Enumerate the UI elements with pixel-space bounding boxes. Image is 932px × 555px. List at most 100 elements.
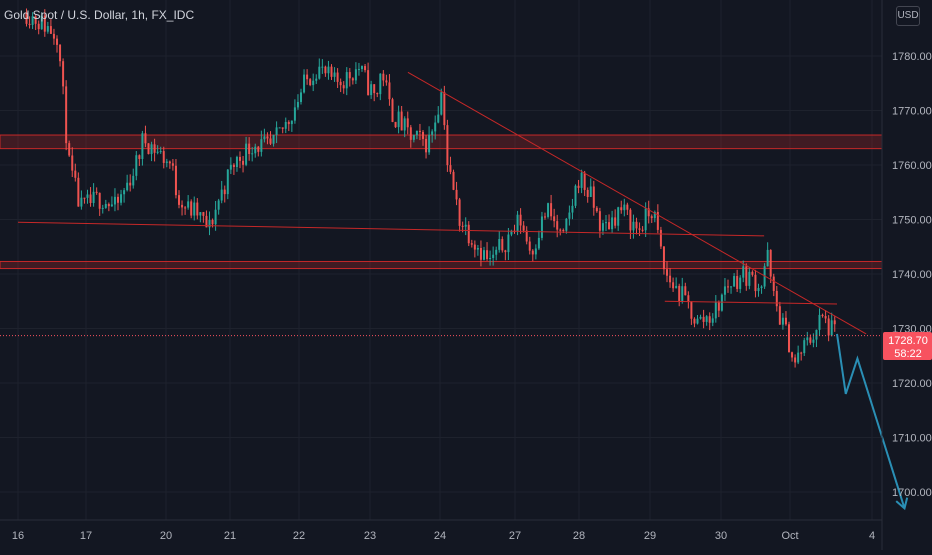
candle-body (25, 12, 28, 24)
legend-separator: , (144, 8, 152, 22)
candle-body (101, 207, 104, 209)
candle-body (647, 208, 650, 217)
candle-body (406, 118, 409, 128)
candle-body (348, 72, 351, 79)
candle-body (235, 156, 238, 168)
candle-body (440, 92, 443, 115)
symbol-name: Gold Spot / U.S. Dollar (4, 8, 125, 22)
candle-body (43, 15, 46, 32)
candle-body (483, 250, 485, 260)
time-tick-label: 21 (224, 530, 236, 542)
candle-body (745, 266, 748, 286)
support-resistance-zone[interactable] (0, 134, 883, 150)
candle-body (412, 135, 415, 140)
candle-body (296, 101, 299, 108)
time-tick-label: 22 (293, 530, 305, 542)
candle-body (49, 26, 52, 34)
projection-path[interactable] (836, 333, 906, 509)
candle-body (31, 16, 34, 25)
candle-body (519, 214, 522, 226)
candle-body (797, 352, 800, 363)
candle-body (168, 161, 171, 164)
candle-body (672, 282, 675, 289)
candle-body (278, 127, 281, 129)
candle-body (248, 143, 251, 155)
candle-body (629, 209, 632, 231)
candle-body (126, 182, 129, 191)
time-tick-label: 29 (644, 530, 656, 542)
candle-body (461, 225, 464, 227)
candle-body (821, 314, 824, 317)
candle-body (580, 172, 583, 188)
candle-body (620, 207, 623, 211)
candle-body (400, 111, 403, 131)
price-axis[interactable]: 1780.001770.001760.001750.001740.001730.… (892, 51, 932, 499)
candle-body (165, 161, 168, 163)
candle-body (598, 211, 601, 231)
candle-body (437, 114, 440, 123)
candle-body (312, 80, 315, 86)
trend-line[interactable] (17, 221, 765, 237)
candle-body (80, 197, 83, 207)
time-tick-label: 24 (434, 530, 446, 542)
candle-body (327, 66, 330, 74)
candle-body (711, 318, 714, 323)
candle-body (550, 203, 553, 217)
candle-body (190, 201, 193, 216)
candle-body (193, 202, 196, 216)
candle-body (74, 170, 77, 178)
candle-body (135, 155, 138, 176)
candle-body (501, 239, 504, 251)
projection-arrowhead (895, 497, 909, 511)
currency-button[interactable]: USD (896, 6, 920, 26)
candle-body (86, 194, 89, 198)
candle-body (504, 250, 507, 253)
candle-body (52, 33, 55, 39)
candle-body (784, 317, 787, 325)
candle-body (220, 189, 223, 201)
candle-body (107, 204, 110, 207)
candle-body (199, 212, 202, 216)
candle-body (684, 286, 687, 296)
candle-body (778, 306, 781, 325)
candle-body (266, 136, 269, 139)
candle-body (449, 165, 452, 172)
candle-body (391, 99, 394, 122)
candle-body (748, 271, 751, 286)
candle-body (656, 211, 659, 230)
candle-body (632, 221, 635, 231)
candle-body (818, 314, 821, 330)
candle-layer (25, 8, 836, 368)
candle-body (486, 250, 489, 259)
time-tick-label: 4 (869, 530, 875, 542)
candle-body (226, 169, 229, 195)
symbol-legend[interactable]: Gold Spot / U.S. Dollar, 1h, FX_IDC (4, 8, 194, 22)
candle-body (705, 316, 708, 322)
candle-body (574, 185, 577, 206)
time-tick-label: 20 (160, 530, 172, 542)
candle-body (592, 186, 595, 208)
candle-body (382, 73, 385, 81)
candle-body (812, 339, 815, 343)
trend-line[interactable] (664, 300, 838, 305)
price-tick-label: 1720.00 (892, 378, 932, 390)
candle-body (110, 204, 113, 207)
candle-body (830, 320, 833, 336)
candle-body (473, 244, 476, 250)
candle-body (565, 218, 568, 231)
trend-line[interactable] (407, 71, 867, 335)
candle-body (479, 247, 482, 260)
candle-body (495, 249, 498, 255)
time-axis[interactable]: 16 17 20 21 22 23 24 27 28 29 30 Oct 4 (12, 530, 875, 542)
candle-body (699, 316, 702, 319)
candle-body (232, 164, 235, 168)
candle-body (129, 182, 132, 186)
candle-body (260, 139, 263, 152)
candle-body (370, 84, 373, 96)
candle-body (635, 221, 638, 229)
candle-body (623, 204, 626, 211)
candle-body (56, 38, 58, 45)
